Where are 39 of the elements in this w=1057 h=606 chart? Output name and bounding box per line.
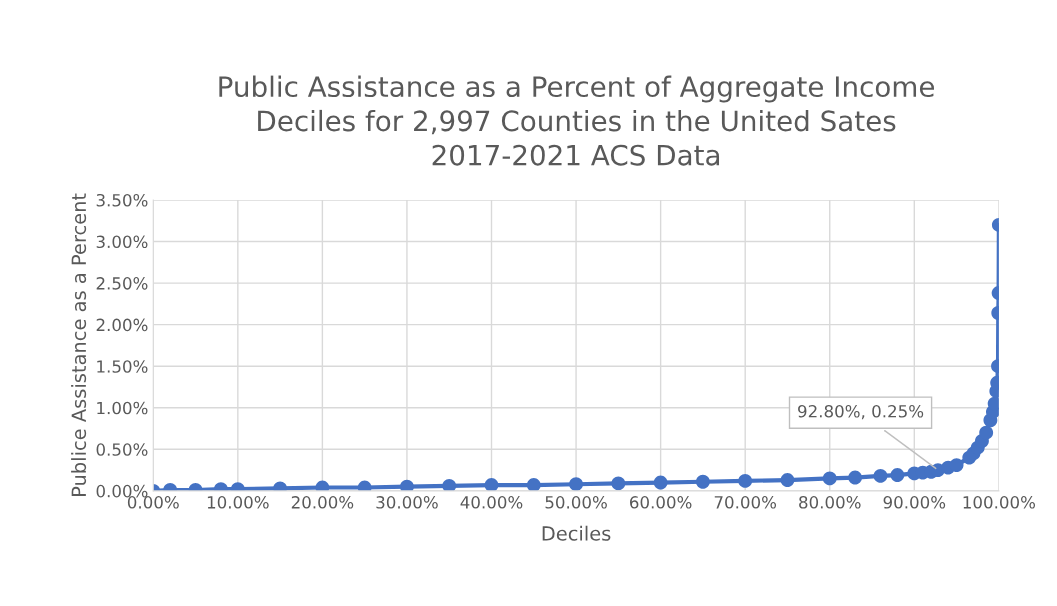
y-tick-label: 0.00% <box>96 484 148 498</box>
y-tick-label: 0.50% <box>96 443 148 456</box>
point <box>653 475 668 490</box>
x-tick-label: 10.00% <box>207 496 269 509</box>
point <box>695 474 710 489</box>
point <box>400 479 414 491</box>
point <box>738 473 753 488</box>
x-tick-label: 70.00% <box>714 496 777 509</box>
point <box>526 478 541 491</box>
point <box>822 471 837 486</box>
point <box>890 468 905 483</box>
point <box>979 425 994 440</box>
x-tick-label: 30.00% <box>376 496 438 509</box>
x-tick-label: 0.00% <box>127 496 179 509</box>
x-axis-title: Deciles <box>542 525 611 541</box>
y-tick-label: 1.00% <box>97 401 148 415</box>
point <box>949 458 964 473</box>
chart-title: Public Assistance as a Percent of Aggregate Income Deciles for 2,997 Counties in the United Sates 2017-2021 ACS Data <box>219 75 934 166</box>
point <box>484 478 499 491</box>
x-tick-label: 100.00% <box>963 496 1036 509</box>
annotation: 92.80%, 0.25% <box>798 404 924 420</box>
y-tick-label: 1.50% <box>97 360 148 373</box>
x-tick-label: 40.00% <box>460 496 523 509</box>
x-tick-label: 20.00% <box>291 496 354 509</box>
y-tick-label: 2.50% <box>96 277 148 290</box>
x-tick-label: 80.00% <box>799 496 861 509</box>
point <box>569 477 584 491</box>
x-tick-label: 90.00% <box>883 496 946 509</box>
point <box>780 473 795 487</box>
point <box>848 470 863 485</box>
y-tick-label: 2.00% <box>96 318 148 332</box>
point <box>611 476 626 491</box>
point <box>873 468 888 483</box>
x-tick-label: 60.00% <box>630 496 692 509</box>
x-tick-label: 50.00% <box>545 496 607 509</box>
point <box>442 478 457 491</box>
y-tick-label: 3.50% <box>96 193 148 207</box>
y-axis-title: Publice Assistance as a Percent <box>71 193 87 496</box>
y-tick-label: 3.00% <box>96 235 148 249</box>
